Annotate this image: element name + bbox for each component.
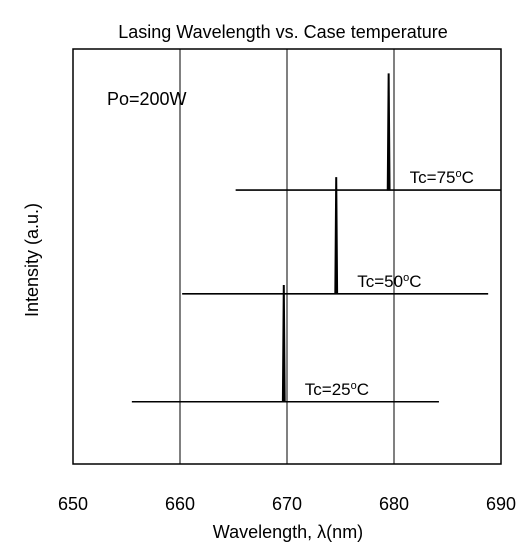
x-axis-label: Wavelength, λ(nm) [213,522,363,542]
series-peak [334,177,339,295]
series-label: Tc=75oC [410,168,474,187]
x-tick-label: 660 [165,494,195,514]
x-tick-label: 680 [379,494,409,514]
x-tick-label: 650 [58,494,88,514]
series-label: Tc=50oC [357,272,421,291]
series-group: Tc=25oC Tc=50oC Tc=75oC [131,73,501,403]
series-3: Tc=75oC [235,73,501,191]
x-tick-label: 690 [486,494,516,514]
gridlines [179,49,395,464]
annotation-po: Po=200W [107,89,187,109]
series-2: Tc=50oC [182,177,489,295]
series-peak [386,73,391,191]
x-tick-labels: 650 660 670 680 690 [58,494,516,514]
chart-title: Lasing Wavelength vs. Case temperature [118,22,448,42]
series-peak [281,285,286,403]
series-1: Tc=25oC [131,285,439,403]
x-tick-label: 670 [272,494,302,514]
series-label: Tc=25oC [305,380,369,399]
y-axis-label: Intensity (a.u.) [22,203,42,317]
